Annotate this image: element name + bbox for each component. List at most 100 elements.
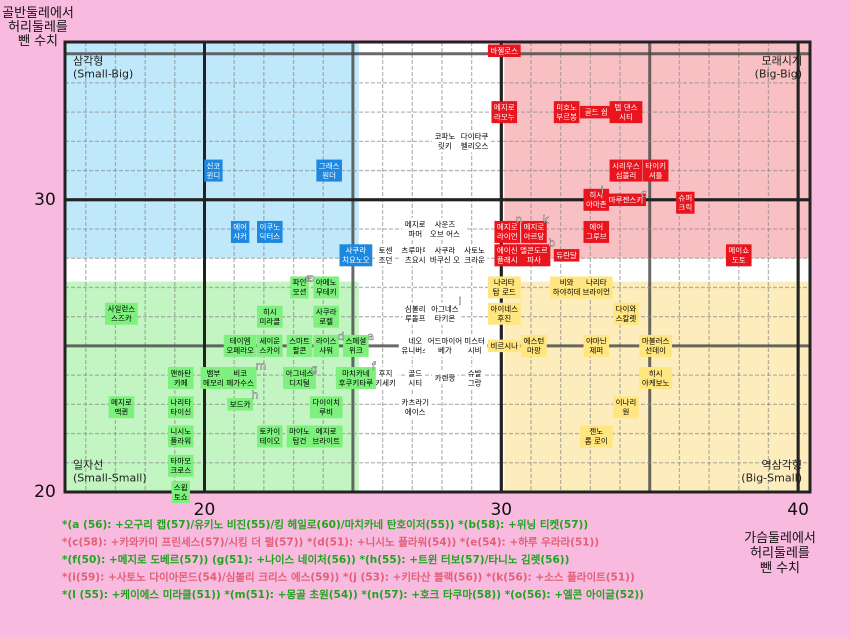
y-tick-label: 20 bbox=[34, 482, 56, 502]
character-marker bbox=[521, 220, 547, 243]
character-label: 테이엠 오페라오 bbox=[226, 336, 254, 356]
character-label: 네오 유니버스 bbox=[401, 337, 429, 356]
character-label: 이쿠노 딕터스 bbox=[259, 222, 280, 242]
character-label: 다이타쿠 헬리오스 bbox=[461, 131, 489, 151]
character-label: 다이이치 루비 bbox=[312, 397, 340, 417]
character-label: 어드마이어 베가 bbox=[428, 336, 463, 356]
annotation: c bbox=[641, 187, 647, 200]
annotation: e bbox=[305, 272, 312, 285]
character-marker bbox=[613, 396, 639, 419]
character-label: 스마트 팔콘 bbox=[289, 337, 310, 356]
character-marker bbox=[167, 454, 194, 477]
character-marker bbox=[639, 367, 673, 390]
x-tick-label: 30 bbox=[490, 500, 512, 520]
character-marker bbox=[171, 481, 190, 503]
footnote: *(i(59): +사토노 다이아몬드(54)/심볼리 크리스 에스(59)) … bbox=[62, 571, 635, 584]
character-label: 골드 쉽 bbox=[585, 107, 608, 117]
character-marker bbox=[223, 367, 257, 390]
character-marker bbox=[613, 302, 639, 325]
region-label: 모래시계 (Big-Big) bbox=[755, 55, 802, 81]
character-label: 코파노 릿키 bbox=[435, 132, 456, 151]
character-label: 바젤로스 bbox=[490, 45, 518, 55]
character-label: 히시 미라클 bbox=[259, 306, 280, 326]
character-label: 나리타 브라이언 bbox=[582, 278, 610, 297]
annotation: l bbox=[458, 295, 461, 308]
character-label: 에어 그루브 bbox=[586, 222, 607, 242]
character-marker bbox=[309, 396, 343, 419]
annotation: g bbox=[311, 362, 318, 375]
character-label: 비코 페가수스 bbox=[226, 369, 254, 388]
character-label: 라이스 샤워 bbox=[316, 336, 337, 356]
character-marker bbox=[402, 218, 429, 241]
character-marker bbox=[579, 425, 613, 448]
character-marker bbox=[676, 191, 695, 214]
character-label: 그래스 원더 bbox=[319, 161, 340, 180]
character-marker bbox=[642, 159, 669, 182]
character-marker bbox=[487, 302, 521, 325]
character-label: 마야노 탑건 bbox=[289, 426, 310, 446]
character-label: 메지로 맥퀸 bbox=[111, 398, 132, 417]
character-marker bbox=[494, 244, 521, 267]
character-marker bbox=[257, 220, 283, 243]
region-label: 역삼각형 (Big-Small) bbox=[741, 459, 802, 485]
character-label: 마치카네 후쿠키타루 bbox=[339, 369, 374, 388]
character-marker bbox=[167, 367, 194, 390]
character-label: 시리우스 심볼리 bbox=[612, 161, 640, 180]
character-marker bbox=[343, 334, 369, 357]
annotation: m bbox=[256, 359, 267, 372]
character-label: 비와 하야히데 bbox=[553, 277, 581, 297]
character-label: 아이네스 후진 bbox=[490, 304, 518, 324]
character-label: 아메노 무테키 bbox=[316, 277, 337, 297]
character-label: 에이신 플래시 bbox=[497, 245, 518, 264]
character-label: 메지로 브라이트 bbox=[312, 427, 340, 446]
annotation: h bbox=[251, 389, 258, 402]
character-label: 아그네스 디지털 bbox=[286, 368, 314, 388]
x-axis-title: 가슴둘레에서 허리둘레를 뺀 수치 bbox=[744, 531, 816, 576]
character-marker bbox=[424, 334, 465, 357]
character-label: 츠루마루 츠요시 bbox=[401, 246, 429, 264]
character-marker bbox=[725, 244, 752, 267]
character-marker bbox=[313, 276, 339, 299]
y-tick-label: 30 bbox=[34, 190, 56, 210]
region-label: 삼각형 (Small-Big) bbox=[73, 55, 133, 81]
annotation: b bbox=[548, 237, 555, 250]
character-label: 미호노 부르봉 bbox=[556, 103, 577, 122]
character-label: 사쿠라 치요노오 bbox=[342, 246, 370, 264]
annotation: o bbox=[308, 272, 315, 285]
character-label: 히시 아케보노 bbox=[642, 368, 670, 388]
character-label: 카츠라기 에이스 bbox=[401, 398, 429, 417]
character-marker bbox=[461, 244, 488, 267]
character-marker bbox=[553, 249, 580, 262]
character-marker bbox=[257, 425, 283, 448]
plot-border bbox=[63, 40, 812, 494]
character-label: 슈퍼 크릭 bbox=[678, 193, 692, 212]
character-marker bbox=[223, 334, 257, 357]
character-marker bbox=[487, 276, 521, 299]
character-marker bbox=[605, 193, 646, 207]
character-marker bbox=[402, 302, 429, 325]
character-marker bbox=[204, 159, 223, 182]
character-marker bbox=[283, 367, 316, 390]
character-marker bbox=[550, 276, 584, 299]
region-label: 일자선 (Small-Small) bbox=[73, 458, 147, 485]
character-label: 이나리 원 bbox=[616, 397, 637, 417]
character-label: 에스턴 마팡 bbox=[524, 336, 545, 356]
character-label: 타마모 크로스 bbox=[170, 456, 191, 475]
character-marker bbox=[200, 367, 227, 390]
character-marker bbox=[167, 396, 194, 419]
character-label: 스페셜 위크 bbox=[346, 336, 367, 356]
annotation: i bbox=[601, 184, 604, 197]
footnote: *(c(58): +카와카미 프린세스(57)/시킹 더 펄(57)) *(d(… bbox=[62, 536, 599, 549]
character-marker bbox=[461, 334, 488, 357]
character-marker bbox=[257, 305, 283, 328]
footnote: *(a (56): +오구리 캡(57)/유키노 비진(55)/킹 헤일로(60… bbox=[62, 518, 588, 531]
character-label: 야마닌 제퍼 bbox=[586, 336, 607, 356]
character-marker bbox=[517, 244, 551, 267]
character-marker bbox=[424, 244, 465, 267]
x-tick-label: 40 bbox=[787, 500, 809, 520]
character-label: 마블러스 선데이 bbox=[642, 337, 670, 356]
y-axis-title: 골반둘레에서 허리둘레를 뺀 수치 bbox=[2, 6, 74, 49]
character-label: 뱀부 메모리 bbox=[203, 368, 224, 388]
character-marker bbox=[376, 244, 395, 267]
